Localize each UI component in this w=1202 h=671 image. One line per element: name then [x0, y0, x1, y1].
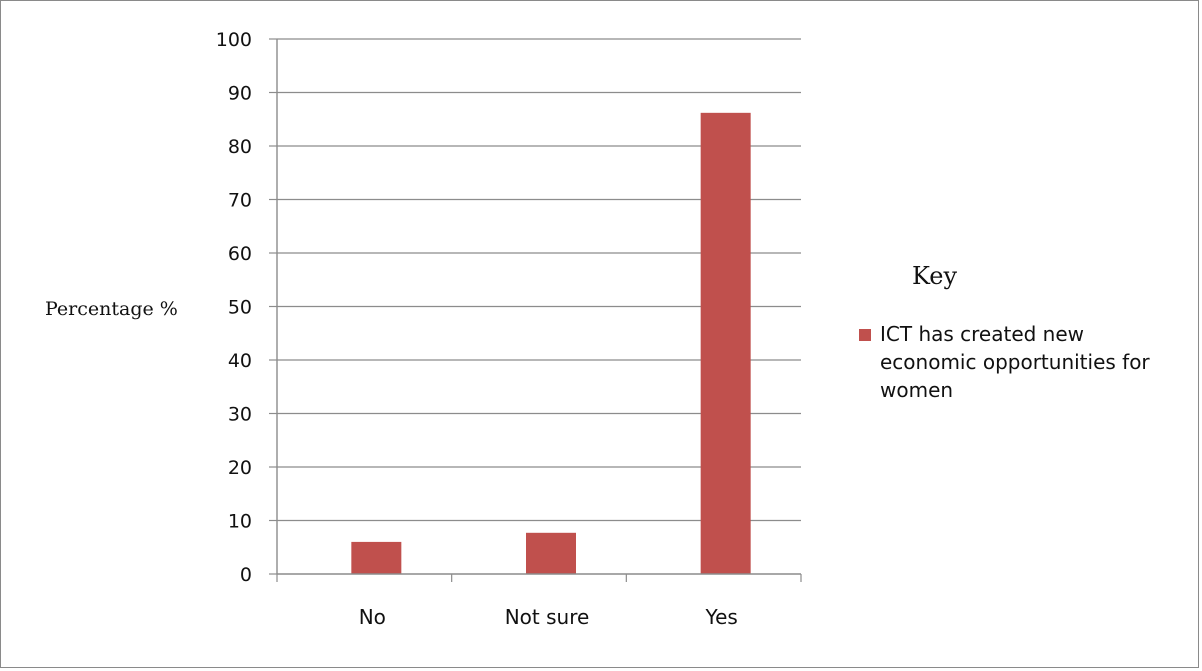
y-tick-label: 100 — [216, 29, 252, 51]
gridlines — [277, 38, 801, 522]
legend-title: Key — [912, 262, 957, 290]
y-tick-label: 20 — [228, 457, 252, 479]
bar-not-sure — [526, 532, 576, 574]
legend-label-line-3: women — [880, 378, 953, 402]
legend-label-line-1: ICT has created new — [880, 322, 1084, 346]
y-axis-ticks: 0 10 20 30 40 50 60 70 80 90 100 — [216, 29, 277, 586]
y-tick-label: 10 — [228, 511, 252, 533]
y-tick-label: 0 — [240, 564, 252, 586]
y-axis-label: Percentage % — [45, 298, 178, 320]
y-tick-label: 90 — [228, 83, 252, 105]
y-tick-label: 70 — [228, 190, 252, 212]
x-axis-ticks: No Not sure Yes — [276, 574, 802, 629]
legend-label: ICT has created new economic opportuniti… — [880, 322, 1156, 402]
y-tick-label: 40 — [228, 350, 252, 372]
bar-no — [351, 541, 402, 574]
x-tick-label: Not sure — [505, 605, 590, 629]
bar-yes — [700, 112, 751, 574]
legend-label-line-2: economic opportunities for — [880, 350, 1150, 374]
bars — [351, 112, 751, 574]
y-tick-label: 30 — [228, 404, 252, 426]
axes — [276, 39, 801, 575]
x-tick-label: Yes — [705, 605, 738, 629]
legend-swatch — [859, 329, 871, 341]
y-tick-label: 80 — [228, 136, 252, 158]
y-tick-label: 50 — [228, 297, 252, 319]
y-tick-label: 60 — [228, 243, 252, 265]
x-tick-label: No — [359, 605, 386, 629]
